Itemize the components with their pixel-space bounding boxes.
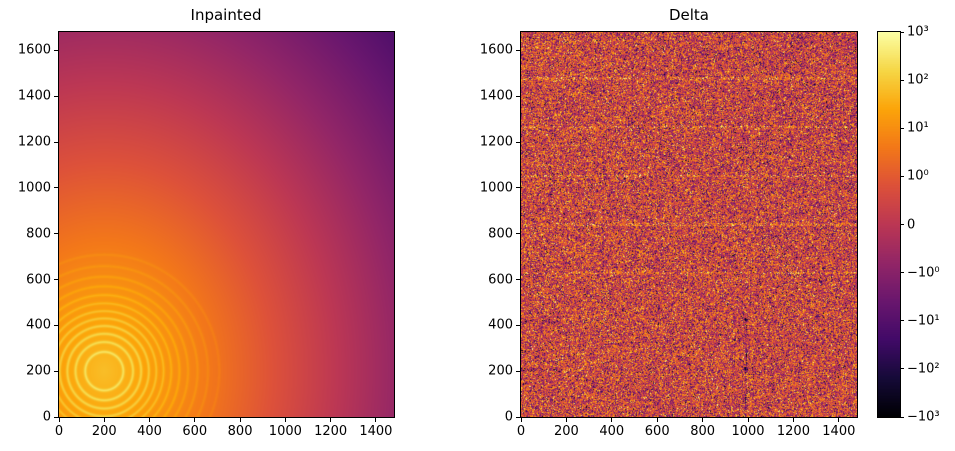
y-tick-label: 1200 (17, 134, 51, 150)
x-tick (375, 418, 377, 422)
y-tick (54, 187, 58, 189)
y-tick-label: 1000 (479, 180, 513, 196)
y-tick (516, 279, 520, 280)
y-tick (516, 187, 520, 189)
y-tick (54, 324, 58, 326)
x-tick-label: 1000 (731, 424, 765, 439)
x-tick (565, 418, 567, 422)
x-tick (611, 418, 613, 422)
x-tick (58, 418, 60, 422)
x-tick (284, 418, 286, 422)
x-tick (239, 418, 241, 422)
x-tick-label: 200 (91, 424, 117, 439)
colorbar-tick (901, 272, 904, 274)
colorbar-tick-label: 10³ (907, 24, 929, 40)
y-tick (54, 370, 58, 372)
y-tick-label: 1400 (17, 88, 51, 104)
colorbar-tick-label: 10¹ (907, 120, 929, 136)
x-tick (838, 418, 840, 422)
y-tick-label: 600 (488, 272, 513, 287)
y-tick (54, 95, 58, 97)
y-tick (516, 95, 520, 97)
colorbar-tick-label: −10³ (907, 409, 940, 425)
x-tick-label: 1200 (314, 424, 348, 439)
y-tick (516, 370, 520, 372)
colorbar-tick (901, 31, 904, 33)
y-tick-label: 600 (26, 272, 51, 287)
x-tick (656, 418, 658, 422)
y-tick-label: 800 (488, 226, 513, 242)
colorbar-tick-label: 10² (907, 72, 929, 88)
x-tick-label: 1400 (822, 424, 856, 439)
y-tick (54, 279, 58, 280)
y-tick-label: 1400 (479, 88, 513, 104)
y-tick (54, 233, 58, 235)
y-tick-label: 1600 (17, 42, 51, 58)
x-tick-label: 800 (690, 424, 716, 439)
delta-heatmap-canvas (521, 32, 857, 417)
y-tick (516, 416, 520, 418)
colorbar-tick-label: 10⁰ (907, 168, 929, 184)
x-tick-label: 1200 (776, 424, 810, 439)
x-tick-label: 0 (54, 424, 64, 439)
y-tick-label: 1000 (17, 180, 51, 196)
y-tick-label: 400 (26, 317, 51, 333)
y-tick (516, 49, 520, 51)
colorbar-tick-label: 0 (907, 217, 916, 232)
colorbar-tick (901, 368, 904, 370)
x-tick (792, 418, 794, 422)
y-tick (516, 233, 520, 235)
x-tick (520, 418, 522, 422)
y-tick-label: 1200 (479, 134, 513, 150)
x-tick (330, 418, 332, 422)
x-tick (194, 418, 196, 422)
x-tick-label: 800 (227, 424, 253, 439)
x-tick-label: 400 (137, 424, 162, 439)
y-tick-label: 400 (488, 317, 513, 333)
colorbar-tick (901, 224, 904, 225)
y-tick-label: 200 (488, 363, 513, 379)
y-tick (516, 141, 520, 143)
x-tick-label: 200 (553, 424, 579, 439)
x-tick (747, 418, 749, 422)
colorbar-tick-label: −10² (907, 361, 940, 377)
y-tick (54, 416, 58, 418)
x-tick-label: 400 (599, 424, 625, 439)
y-tick-label: 800 (26, 226, 51, 242)
colorbar-gradient-canvas (878, 32, 900, 417)
inpainted-heatmap-canvas (59, 32, 394, 417)
x-tick (103, 418, 105, 422)
y-tick-label: 200 (26, 363, 51, 379)
panel-title-inpainted: Inpainted (190, 6, 262, 24)
y-tick (54, 141, 58, 143)
x-tick (702, 418, 704, 422)
colorbar-tick (901, 320, 904, 322)
colorbar-tick-label: −10¹ (907, 313, 940, 329)
y-tick-label: 1600 (479, 42, 513, 58)
x-tick-label: 1000 (268, 424, 302, 439)
panel-title-delta: Delta (668, 6, 710, 24)
x-tick-label: 0 (516, 424, 526, 439)
y-tick-label: 0 (42, 409, 51, 425)
x-tick (149, 418, 151, 422)
colorbar-tick (901, 416, 904, 418)
y-tick (54, 49, 58, 51)
x-tick-label: 1400 (359, 424, 393, 439)
colorbar-tick (901, 175, 904, 177)
x-tick-label: 600 (644, 424, 670, 439)
colorbar-tick-label: −10⁰ (907, 265, 940, 281)
colorbar-tick (901, 127, 904, 129)
x-tick-label: 600 (182, 424, 208, 439)
colorbar-tick (901, 79, 904, 81)
y-tick (516, 324, 520, 326)
y-tick-label: 0 (504, 409, 513, 425)
